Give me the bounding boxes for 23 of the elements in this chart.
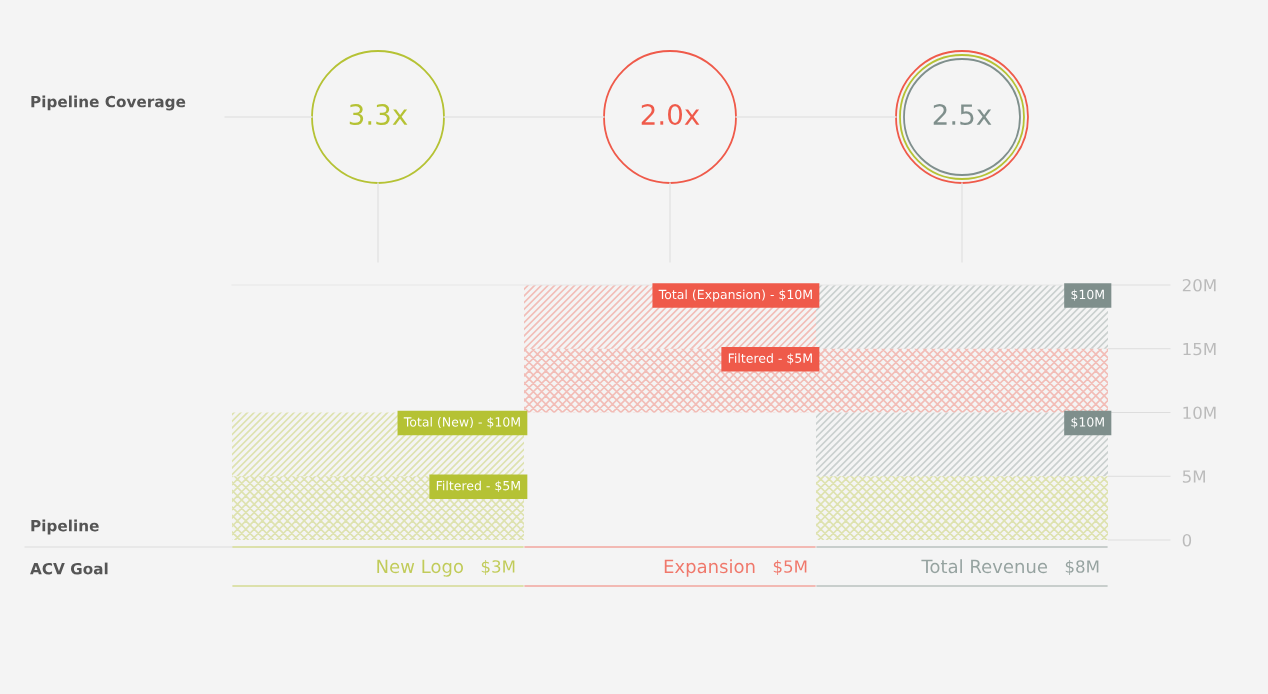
- text: 3.3x: [349, 104, 408, 126]
- text: 2.0x: [641, 104, 700, 126]
- annotation: Total (New) - $10M: [403, 416, 520, 429]
- text: $3M: [481, 559, 515, 576]
- y-tick-label: 10M: [1183, 406, 1216, 420]
- y-tick-label: 20M: [1182, 278, 1216, 292]
- annotation: Filtered - $5M: [728, 353, 812, 365]
- text: $8M: [1065, 559, 1099, 576]
- annotation: Filtered - $5M: [436, 480, 520, 493]
- text: $5M: [773, 559, 807, 576]
- text: Pipeline Coverage: [31, 95, 186, 111]
- x-tick-label: Expansion: [664, 559, 755, 577]
- y-tick-label: 15M: [1183, 342, 1216, 356]
- text: ACV Goal: [30, 562, 108, 575]
- y-tick-label: 0: [1182, 533, 1192, 547]
- text: 2.5x: [933, 104, 992, 126]
- x-tick-label: New Logo: [377, 559, 464, 577]
- data-label: $10M: [1071, 289, 1104, 301]
- text: Pipeline: [31, 519, 99, 535]
- annotation: Total (Expansion) - $10M: [658, 289, 812, 302]
- data-label: $10M: [1071, 416, 1104, 429]
- x-tick-label: Total Revenue: [921, 559, 1048, 574]
- y-tick-label: 5M: [1182, 470, 1205, 483]
